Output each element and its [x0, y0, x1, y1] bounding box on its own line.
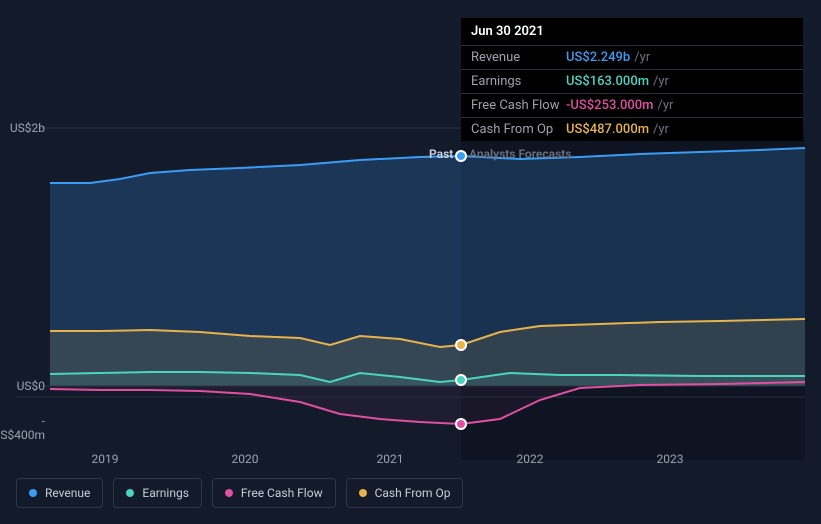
legend-label: Free Cash Flow — [241, 486, 323, 500]
x-axis-tick: 2023 — [657, 452, 684, 466]
y-axis-tick: -US$400m — [0, 414, 45, 442]
y-axis-tick: US$2b — [10, 121, 45, 135]
past-label: Past — [429, 147, 453, 161]
tooltip-metric-unit: /yr — [653, 122, 669, 137]
legend-item-cash_from_op[interactable]: Cash From Op — [346, 478, 464, 508]
tooltip-row: EarningsUS$163.000m/yr — [461, 69, 803, 93]
y-axis-tick: US$0 — [17, 379, 45, 393]
legend-label: Cash From Op — [375, 486, 451, 500]
forecast-label: Analysts Forecasts — [469, 147, 571, 161]
tooltip-metric-unit: /yr — [653, 74, 669, 89]
tooltip-metric-label: Revenue — [471, 50, 566, 65]
x-axis-tick: 2019 — [92, 452, 119, 466]
tooltip-metric-value: US$487.000m — [566, 122, 649, 137]
legend-dot-icon — [225, 489, 233, 497]
legend-label: Earnings — [142, 486, 189, 500]
tooltip-metric-label: Free Cash Flow — [471, 98, 566, 113]
tooltip-date: Jun 30 2021 — [461, 18, 803, 45]
chart-tooltip: Jun 30 2021 RevenueUS$2.249b/yrEarningsU… — [461, 18, 803, 141]
financial-line-chart: US$2b US$0 -US$400m 2019 2020 2021 2022 2023 P… — [0, 0, 821, 524]
tooltip-metric-value: US$163.000m — [566, 74, 649, 89]
x-axis-tick: 2022 — [517, 452, 544, 466]
legend-dot-icon — [359, 489, 367, 497]
tooltip-metric-label: Cash From Op — [471, 122, 566, 137]
legend-dot-icon — [29, 489, 37, 497]
tooltip-metric-value: US$2.249b — [566, 50, 630, 65]
tooltip-metric-unit: /yr — [657, 98, 673, 113]
legend-item-earnings[interactable]: Earnings — [113, 478, 202, 508]
legend-item-revenue[interactable]: Revenue — [16, 478, 103, 508]
x-axis-tick: 2021 — [377, 452, 404, 466]
x-axis-tick: 2020 — [232, 452, 259, 466]
tooltip-row: Cash From OpUS$487.000m/yr — [461, 117, 803, 141]
tooltip-row: RevenueUS$2.249b/yr — [461, 45, 803, 69]
tooltip-metric-unit: /yr — [634, 50, 650, 65]
chart-legend: Revenue Earnings Free Cash Flow Cash From O… — [16, 478, 463, 508]
legend-dot-icon — [126, 489, 134, 497]
tooltip-metric-value: -US$253.000m — [566, 98, 653, 113]
legend-label: Revenue — [45, 486, 90, 500]
legend-item-fcf[interactable]: Free Cash Flow — [212, 478, 336, 508]
tooltip-row: Free Cash Flow-US$253.000m/yr — [461, 93, 803, 117]
tooltip-metric-label: Earnings — [471, 74, 566, 89]
